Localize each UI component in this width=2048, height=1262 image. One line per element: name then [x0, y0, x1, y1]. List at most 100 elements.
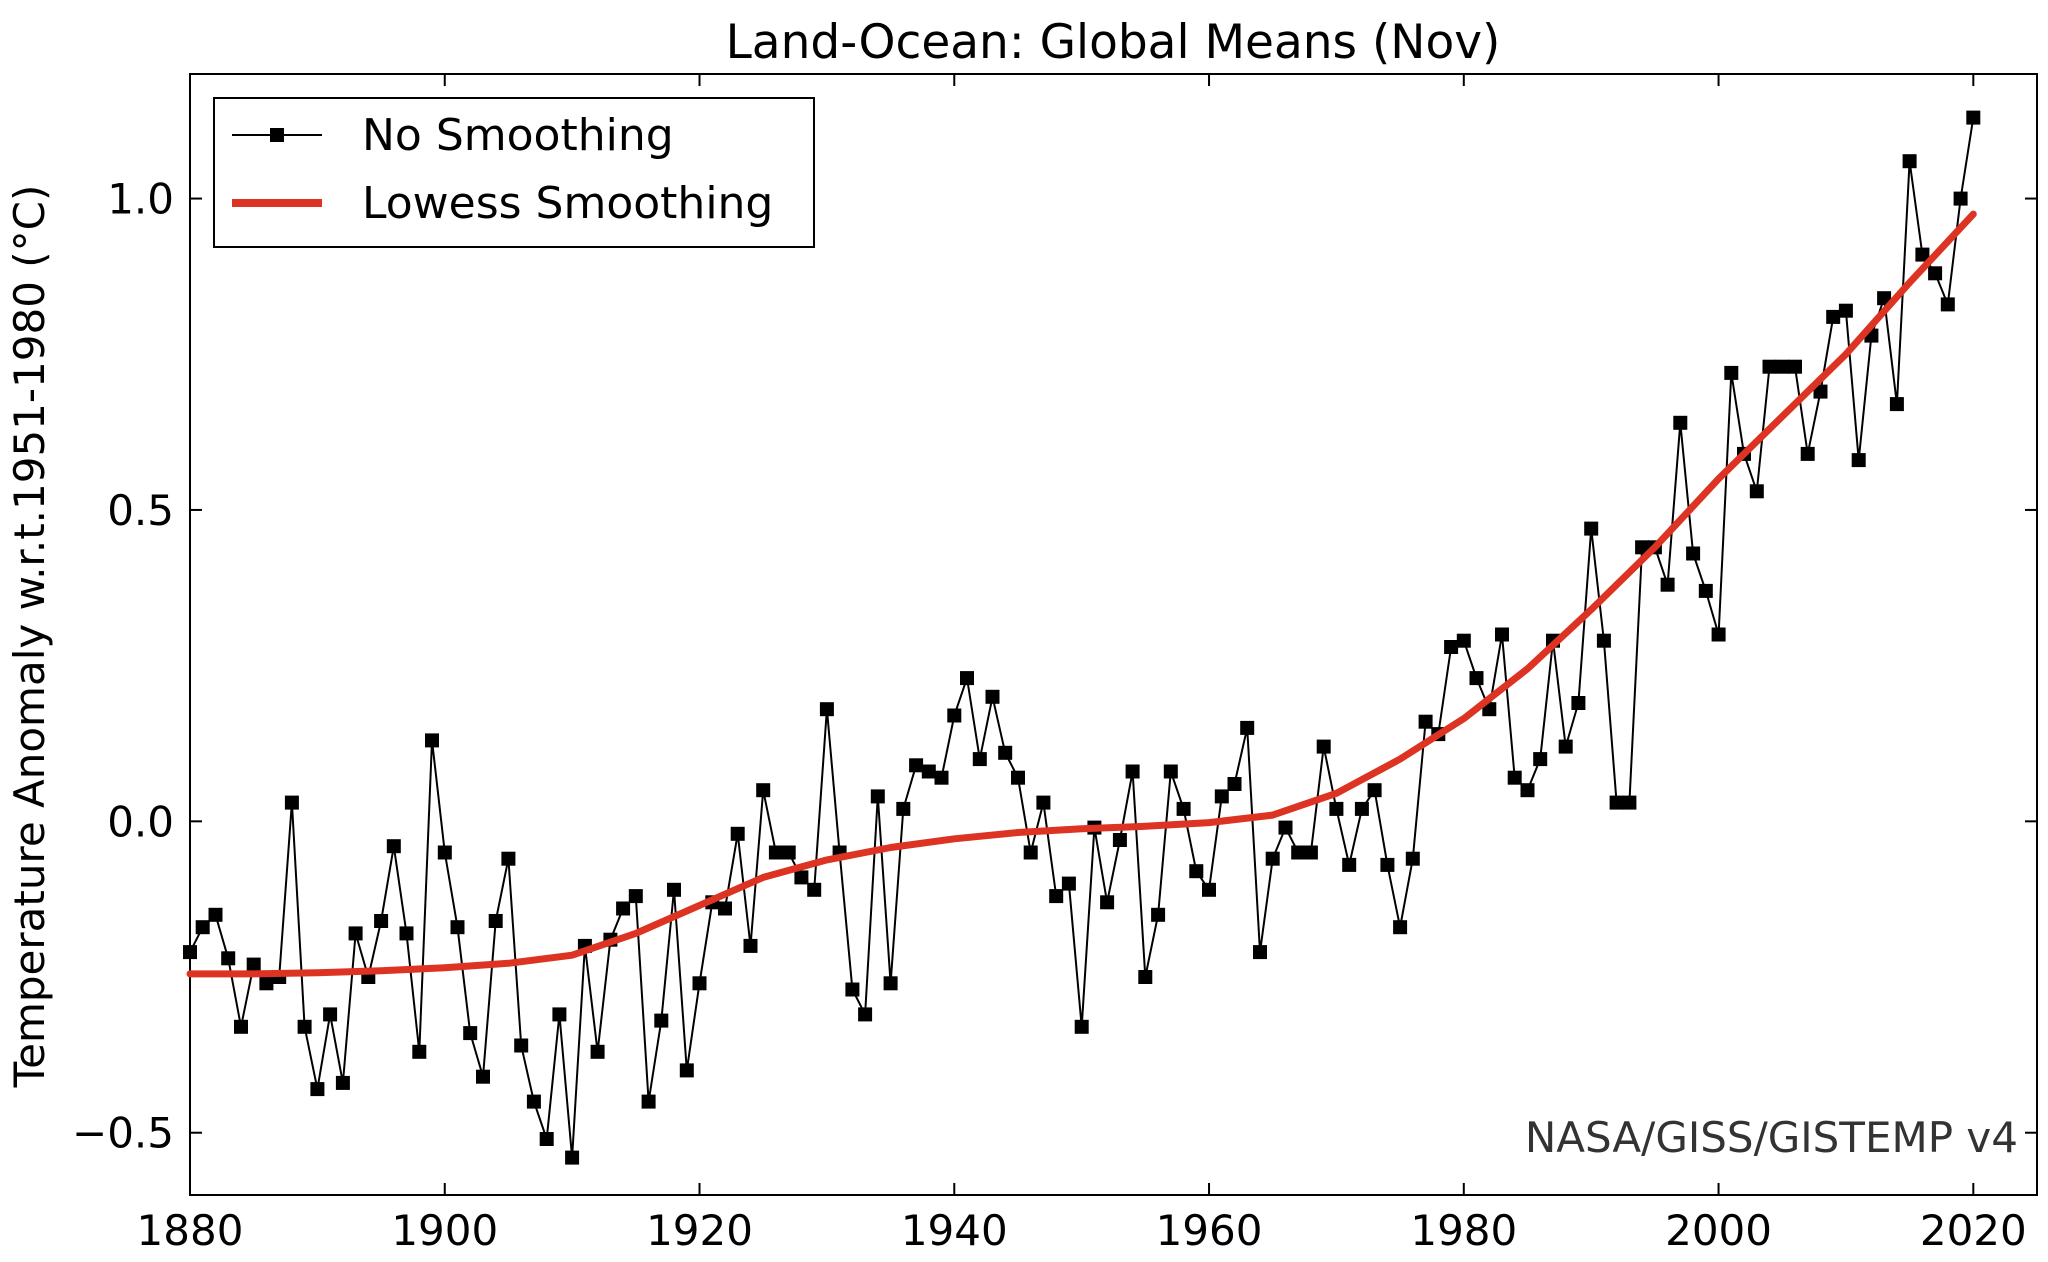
data-point-2004 — [1762, 359, 1777, 374]
data-point-1974 — [1380, 857, 1395, 872]
data-point-1972 — [1354, 801, 1369, 816]
data-point-1924 — [743, 938, 758, 953]
data-point-1925 — [756, 783, 771, 798]
data-point-1947 — [1036, 795, 1051, 810]
data-point-1940 — [947, 708, 962, 723]
data-point-1903 — [476, 1069, 490, 1084]
y-tick-label: 0.0 — [107, 797, 174, 846]
data-point-1944 — [998, 745, 1013, 760]
data-point-1966 — [1278, 820, 1293, 835]
data-point-1898 — [412, 1044, 427, 1059]
data-point-1964 — [1253, 945, 1267, 960]
data-point-1963 — [1240, 720, 1255, 735]
data-point-1990 — [1584, 521, 1599, 536]
data-point-1954 — [1125, 764, 1140, 779]
plot-area-frame — [189, 73, 2038, 1196]
data-point-1908 — [539, 1132, 554, 1146]
data-point-2011 — [1851, 453, 1866, 468]
y-tick-label: 1.0 — [107, 175, 174, 224]
data-point-1967 — [1291, 845, 1306, 860]
data-point-1953 — [1112, 833, 1127, 847]
data-point-1980 — [1456, 633, 1471, 648]
data-point-1998 — [1686, 546, 1701, 561]
data-point-1945 — [1011, 770, 1025, 785]
data-point-1882 — [208, 907, 223, 922]
data-point-1973 — [1367, 783, 1382, 798]
plot-series — [183, 110, 1981, 1165]
data-point-1936 — [896, 801, 911, 816]
data-point-1962 — [1227, 777, 1242, 791]
x-tick-label: 1960 — [1156, 1206, 1263, 1255]
data-point-1986 — [1533, 752, 1548, 767]
data-point-1958 — [1176, 801, 1191, 816]
data-point-2005 — [1775, 359, 1790, 374]
data-point-1968 — [1303, 845, 1318, 860]
data-point-1905 — [501, 851, 516, 866]
y-tick-label: 0.5 — [107, 486, 174, 535]
legend-box — [213, 97, 815, 248]
y-tick-label: −0.5 — [72, 1109, 174, 1158]
data-point-1939 — [934, 770, 949, 785]
data-point-1922 — [718, 901, 732, 916]
data-point-1992 — [1609, 795, 1624, 810]
legend-label-lowess-smoothing: Lowess Smoothing — [362, 178, 773, 229]
data-point-1909 — [552, 1007, 567, 1022]
data-point-1906 — [514, 1038, 529, 1053]
data-point-1975 — [1393, 920, 1408, 935]
data-point-1927 — [781, 845, 796, 860]
data-point-1910 — [565, 1150, 580, 1165]
data-point-1914 — [616, 901, 631, 916]
data-point-1934 — [870, 789, 885, 804]
legend: No Smoothing Lowess Smoothing — [213, 97, 815, 248]
chart-title: Land-Ocean: Global Means (Nov) — [726, 15, 1501, 70]
data-point-1916 — [641, 1094, 656, 1109]
data-point-1896 — [386, 839, 401, 854]
data-point-1981 — [1469, 671, 1484, 686]
x-tick-label: 2020 — [1920, 1206, 2027, 1255]
data-point-1892 — [335, 1075, 350, 1090]
data-point-1969 — [1316, 739, 1331, 754]
data-point-2007 — [1800, 446, 1815, 461]
data-point-1970 — [1329, 801, 1344, 816]
data-point-2019 — [1953, 191, 1968, 206]
data-point-1955 — [1138, 970, 1153, 984]
data-point-1983 — [1495, 627, 1509, 642]
x-tick-label: 1920 — [646, 1206, 753, 1255]
data-point-1960 — [1202, 882, 1216, 897]
data-point-1897 — [399, 926, 414, 941]
data-point-1915 — [628, 889, 643, 904]
data-point-1929 — [807, 882, 822, 897]
data-point-1930 — [819, 702, 834, 717]
data-point-1979 — [1444, 640, 1459, 654]
data-point-1956 — [1151, 907, 1166, 922]
legend-label-no-smoothing: No Smoothing — [362, 110, 674, 161]
data-point-1891 — [323, 1007, 338, 1022]
x-tick-label: 1940 — [901, 1206, 1008, 1255]
data-point-1984 — [1507, 770, 1522, 785]
data-point-1901 — [450, 920, 465, 935]
data-point-1959 — [1189, 864, 1204, 879]
data-point-1950 — [1074, 1019, 1089, 1034]
data-point-1941 — [960, 671, 974, 686]
data-point-1912 — [590, 1044, 605, 1059]
data-point-1886 — [259, 976, 274, 991]
data-point-1889 — [297, 1019, 312, 1034]
data-point-2008 — [1813, 384, 1828, 399]
data-point-1888 — [284, 795, 299, 810]
data-point-1991 — [1596, 633, 1611, 648]
data-point-1884 — [234, 1019, 248, 1034]
data-point-1976 — [1405, 851, 1420, 866]
data-point-2015 — [1902, 154, 1917, 169]
data-point-1996 — [1660, 577, 1675, 592]
data-point-1957 — [1163, 764, 1178, 779]
y-axis-ticks: −0.5 0.0 0.5 1.0 — [72, 175, 2037, 1158]
data-point-2020 — [1966, 110, 1981, 125]
data-point-1942 — [972, 752, 987, 767]
data-point-1904 — [488, 914, 503, 928]
y-axis-label: Temperature Anomaly w.r.t.1951-1980 (°C) — [5, 185, 54, 1089]
data-point-1949 — [1061, 876, 1076, 891]
data-point-2009 — [1826, 309, 1841, 324]
data-point-1893 — [348, 926, 363, 941]
data-point-1971 — [1342, 857, 1357, 872]
